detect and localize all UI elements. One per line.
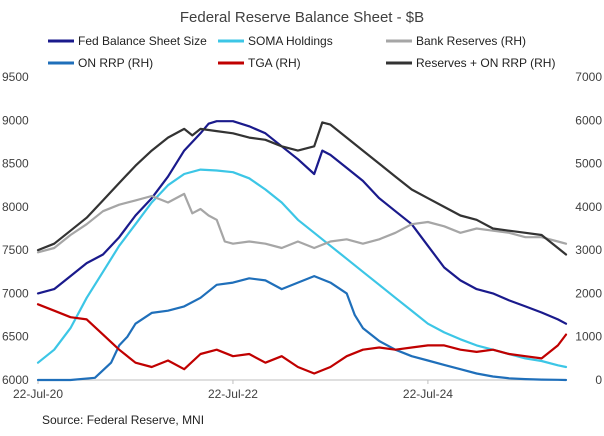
y-right-tick-label: 1000 [575,330,602,344]
legend-label: SOMA Holdings [248,34,333,48]
y-right-tick-label: 2000 [575,286,602,300]
series-line-on-rrp-rh [36,275,568,382]
chart-title: Federal Reserve Balance Sheet - $B [180,9,424,26]
y-right-tick-label: 3000 [575,243,602,257]
y-left-tick-label: 9000 [2,113,29,127]
series-line-reserves-on-rrp-rh [36,121,568,256]
series-line-tga-rh [36,303,568,375]
legend-label: Bank Reserves (RH) [416,34,526,48]
series-group [36,120,568,382]
series-line-soma-holdings [36,168,568,369]
y-left-tick-label: 8000 [2,200,29,214]
y-left-tick-label: 7000 [2,286,29,300]
y-right-tick-label: 5000 [575,157,602,171]
x-tick-label: 22-Jul-24 [403,387,453,401]
y-right-tick-label: 6000 [575,113,602,127]
legend-label: TGA (RH) [248,56,301,70]
y-right-tick-label: 7000 [575,70,602,84]
x-tick-label: 22-Jul-22 [208,387,258,401]
y-left-tick-label: 6500 [2,330,29,344]
series-line-bank-reserves-rh [36,192,568,254]
axes: 6000 6500 7000 7500 8000 8500 9000 9500 0 1000 200… [2,70,602,401]
legend-label: Reserves + ON RRP (RH) [416,56,555,70]
legend-label: Fed Balance Sheet Size [78,34,207,48]
y-right-tick-label: 0 [595,373,602,387]
y-left-tick-label: 6000 [2,373,29,387]
y-left-tick-label: 8500 [2,157,29,171]
series-line-fed-balance-sheet-size [36,120,568,325]
source-note: Source: Federal Reserve, MNI [42,413,204,427]
legend: Fed Balance Sheet Size SOMA Holdings Bank … [48,34,555,70]
y-left-tick-label: 7500 [2,243,29,257]
y-left-tick-label: 9500 [2,70,29,84]
legend-label: ON RRP (RH) [78,56,153,70]
y-right-tick-label: 4000 [575,200,602,214]
x-tick-label: 22-Jul-20 [13,387,63,401]
